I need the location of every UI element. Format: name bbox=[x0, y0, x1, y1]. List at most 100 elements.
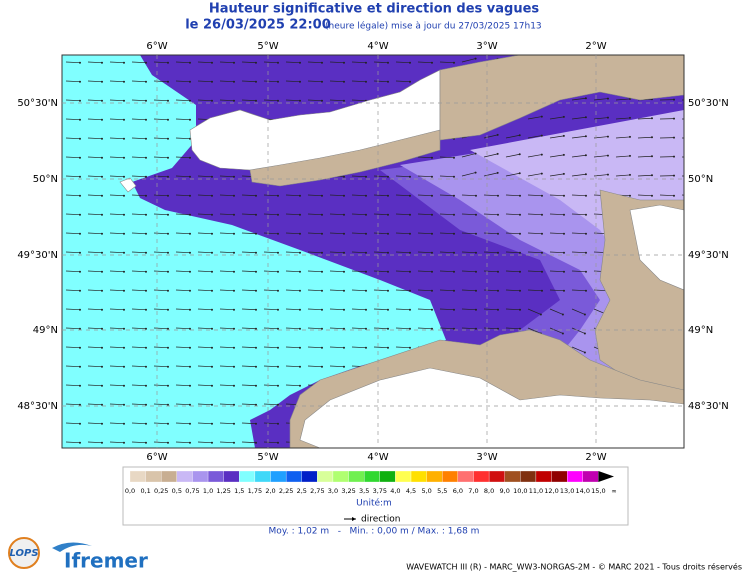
arrow-head bbox=[628, 173, 631, 176]
arrow-head bbox=[232, 99, 235, 102]
arrow bbox=[109, 80, 124, 83]
arrow-head bbox=[562, 289, 565, 292]
arrow-head bbox=[144, 175, 147, 178]
arrow-head bbox=[496, 270, 499, 273]
arrow-head bbox=[584, 289, 587, 292]
legend-label: 4,5 bbox=[406, 487, 416, 495]
legend-label: 3,5 bbox=[359, 487, 369, 495]
arrow bbox=[241, 289, 256, 292]
arrow bbox=[109, 175, 124, 178]
lat-label-left: 49°30'N bbox=[17, 250, 58, 261]
arrow-head bbox=[474, 213, 477, 216]
arrow-head bbox=[210, 346, 213, 349]
legend-label: 9,0 bbox=[500, 487, 510, 495]
arrow-head bbox=[695, 80, 697, 82]
legend-label: 1,75 bbox=[248, 487, 262, 495]
arrow bbox=[285, 308, 301, 311]
lat-label-left: 49°N bbox=[33, 325, 58, 336]
arrow-head bbox=[695, 137, 697, 139]
arrow bbox=[219, 308, 234, 311]
arrow bbox=[395, 194, 411, 197]
arrow bbox=[197, 289, 212, 292]
arrow bbox=[241, 251, 256, 254]
arrow-head bbox=[386, 327, 389, 330]
arrow bbox=[87, 422, 102, 425]
arrow-head bbox=[408, 175, 411, 178]
arrow-head bbox=[166, 422, 169, 425]
arrow-head bbox=[232, 422, 235, 425]
arrow-head bbox=[210, 270, 213, 273]
arrow bbox=[65, 365, 80, 368]
arrow-head bbox=[232, 327, 235, 330]
arrow bbox=[439, 270, 455, 273]
arrow bbox=[109, 194, 124, 197]
arrow bbox=[263, 308, 279, 311]
arrow-head bbox=[78, 137, 81, 140]
arrow-head bbox=[342, 251, 345, 254]
arrow-head bbox=[364, 308, 367, 311]
arrow-head bbox=[386, 289, 389, 292]
arrow bbox=[307, 80, 323, 83]
arrow-head bbox=[188, 308, 191, 311]
arrow bbox=[461, 251, 477, 254]
arrow-head bbox=[188, 99, 191, 102]
arrow bbox=[373, 61, 389, 64]
arrow-head bbox=[496, 213, 499, 216]
arrow-head bbox=[496, 308, 499, 311]
arrow bbox=[219, 213, 234, 216]
arrow bbox=[373, 289, 389, 292]
arrow-head bbox=[562, 213, 565, 216]
arrow-head bbox=[452, 289, 455, 292]
arrow bbox=[65, 232, 80, 235]
arrow bbox=[109, 61, 124, 64]
arrow bbox=[615, 117, 630, 120]
arrow-head bbox=[342, 213, 345, 216]
arrow bbox=[65, 384, 80, 387]
legend-label: 0,75 bbox=[185, 487, 199, 495]
lon-label-top: 4°W bbox=[367, 41, 388, 52]
arrow bbox=[175, 327, 190, 330]
arrow-head bbox=[298, 289, 301, 292]
arrow-head bbox=[364, 194, 367, 197]
arrow bbox=[65, 346, 80, 349]
arrow-head bbox=[78, 251, 81, 254]
arrow bbox=[417, 213, 433, 216]
arrow bbox=[87, 156, 102, 159]
arrow bbox=[417, 175, 433, 178]
arrow bbox=[131, 137, 146, 140]
arrow bbox=[571, 135, 586, 139]
arrow bbox=[483, 308, 499, 311]
arrow-head bbox=[496, 289, 499, 292]
arrow bbox=[65, 289, 80, 292]
arrow-head bbox=[430, 156, 433, 159]
arrow-head bbox=[210, 80, 213, 83]
arrow-head bbox=[210, 403, 213, 406]
arrow-head bbox=[122, 403, 125, 406]
lat-label-right: 49°N bbox=[688, 325, 713, 336]
arrow bbox=[329, 232, 345, 235]
lon-label-bottom: 4°W bbox=[367, 452, 388, 463]
arrow-head bbox=[122, 365, 125, 368]
arrow bbox=[109, 232, 124, 235]
legend-swatch bbox=[442, 470, 459, 483]
arrow-head bbox=[254, 80, 257, 83]
arrow bbox=[263, 194, 279, 197]
arrow-head bbox=[408, 232, 411, 235]
arrow bbox=[505, 134, 520, 139]
arrow-head bbox=[78, 441, 81, 444]
arrow bbox=[307, 213, 323, 216]
arrow-head bbox=[694, 370, 696, 372]
arrow bbox=[65, 308, 80, 311]
arrow bbox=[439, 308, 455, 311]
arrow bbox=[109, 441, 124, 444]
arrow bbox=[109, 270, 124, 273]
lon-label-top: 6°W bbox=[146, 41, 167, 52]
arrow bbox=[109, 346, 124, 349]
arrow bbox=[219, 365, 234, 368]
arrow bbox=[263, 327, 279, 330]
arrow bbox=[571, 308, 586, 315]
arrow-head bbox=[122, 61, 125, 64]
arrow bbox=[417, 289, 433, 292]
arrow bbox=[549, 116, 564, 120]
ifremer-logo: Ifremer bbox=[64, 549, 148, 573]
